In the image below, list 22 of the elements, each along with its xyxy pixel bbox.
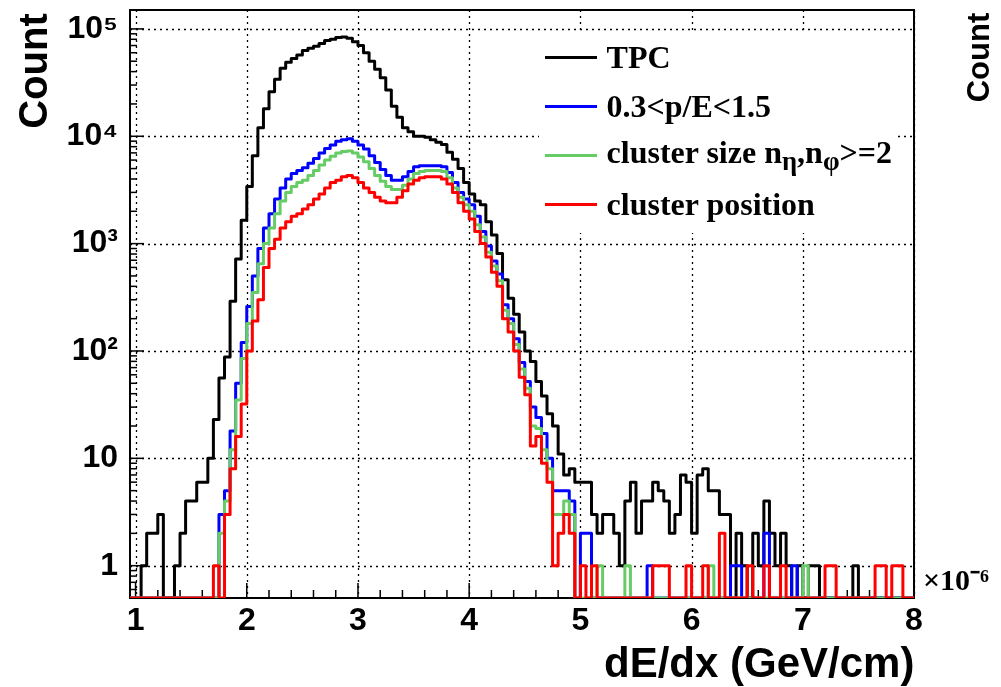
x-axis-title: dE/dx (GeV/cm) [604,639,915,686]
legend-label: cluster size n$_{η}$,n$_{φ}$>=2 [606,133,892,178]
text: ×10⁻⁶ [923,563,990,596]
y-tick-label: 10 [82,438,118,475]
legend-label: TPC [606,39,671,76]
legend-label: cluster position [606,186,815,223]
x-tick-label: 2 [237,601,256,638]
x-tick-label: 7 [793,601,812,638]
x-tick-label: 8 [905,601,923,638]
y-tick-label: 1 [100,545,118,582]
text: Count [961,12,997,102]
x-tick-label: 1 [126,601,145,638]
y-axis-title: Count [10,13,55,129]
y-tick-label: 10⁵ [67,8,118,45]
x-tick-label: 6 [682,601,701,638]
y-tick-label: 10² [71,330,118,367]
x-tick-label: 4 [460,601,479,638]
x-tick-label: 3 [349,601,367,638]
y-tick-label: 10³ [71,223,118,260]
x-tick-label: 5 [571,601,590,638]
y-tick-label: 10⁴ [66,116,118,153]
legend-label: 0.3<p/E<1.5 [606,88,772,125]
